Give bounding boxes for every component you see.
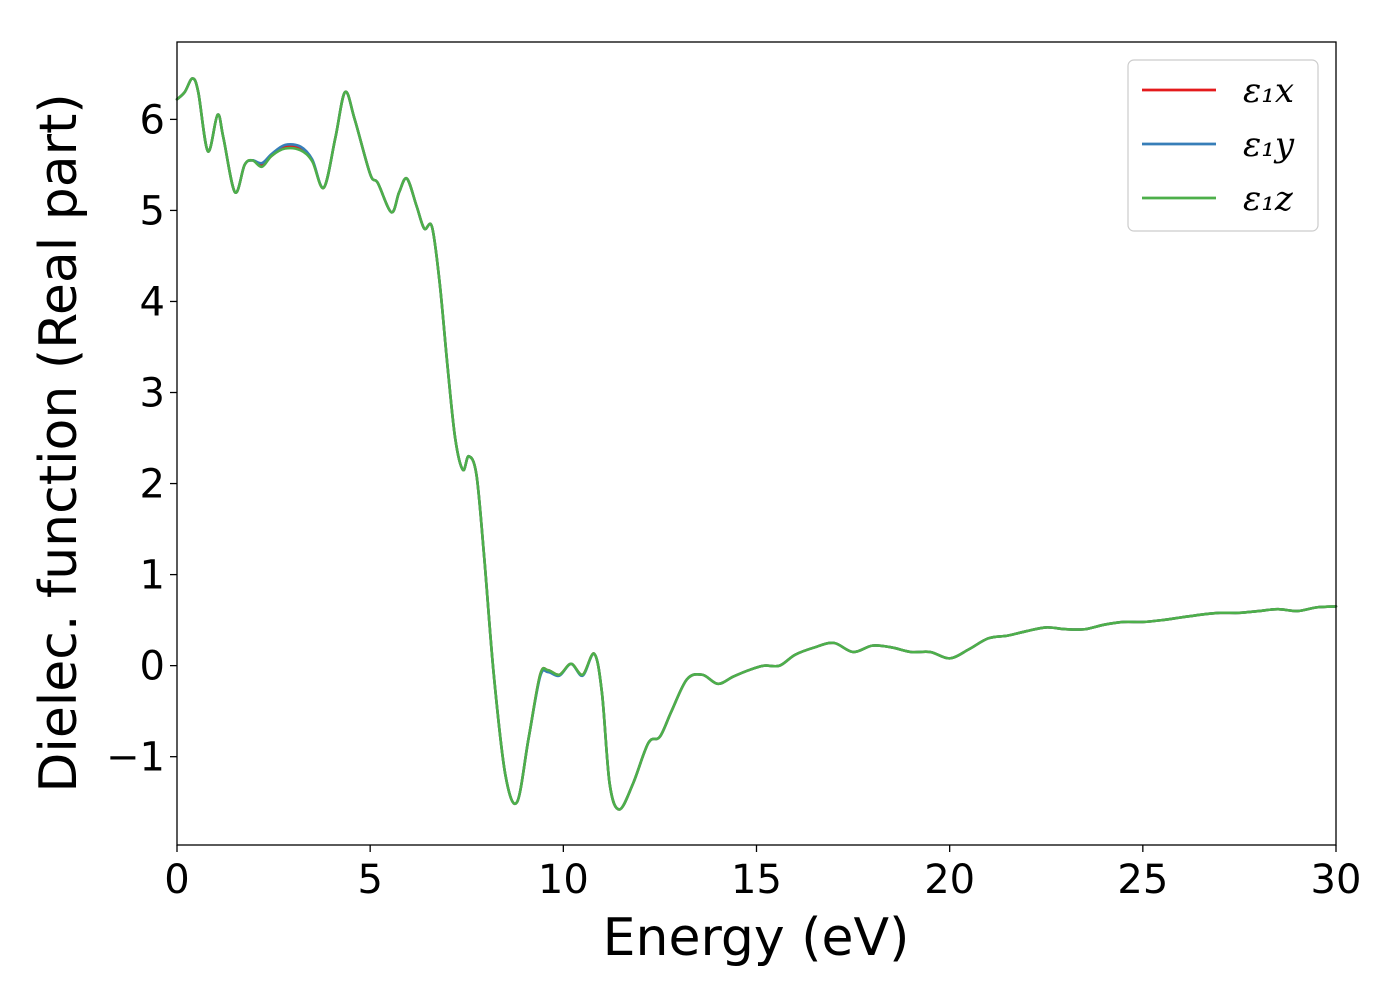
y-axis-ticks: −1 0 1 2 3 4 5 6 <box>106 97 177 781</box>
x-axis-label: Energy (eV) <box>603 908 910 968</box>
x-tick-label: 25 <box>1117 857 1168 903</box>
x-tick-label: 5 <box>357 857 382 903</box>
legend-label: ε₁x <box>1243 71 1294 111</box>
y-tick-label: 2 <box>140 462 165 508</box>
legend: ε₁x ε₁y ε₁z <box>1127 59 1319 232</box>
y-tick-label: −1 <box>106 735 165 781</box>
series-line-3 <box>175 77 1338 811</box>
x-tick-label: 20 <box>924 857 975 903</box>
legend-label: ε₁y <box>1243 125 1295 165</box>
x-tick-label: 15 <box>731 857 782 903</box>
y-axis-label: Dielec. function (Real part) <box>29 93 89 792</box>
x-tick-label: 30 <box>1311 857 1362 903</box>
y-tick-label: 5 <box>140 188 165 234</box>
legend-label: ε₁z <box>1243 179 1294 219</box>
y-tick-label: 6 <box>140 97 165 143</box>
x-tick-label: 10 <box>538 857 589 903</box>
y-tick-label: 3 <box>140 371 165 417</box>
y-tick-label: 0 <box>140 644 165 690</box>
y-tick-label: 1 <box>140 553 165 599</box>
x-axis-ticks: 0 5 10 15 20 25 30 <box>164 845 1361 903</box>
legend-entries: ε₁x ε₁y ε₁z <box>1142 71 1295 219</box>
y-tick-label: 4 <box>140 279 165 325</box>
legend-box <box>1127 59 1319 232</box>
x-tick-label: 0 <box>164 857 189 903</box>
series-layer <box>175 77 1338 811</box>
